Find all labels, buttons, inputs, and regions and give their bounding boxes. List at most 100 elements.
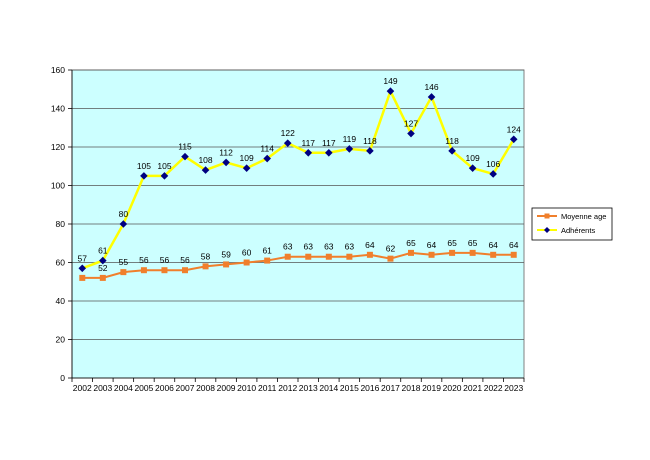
data-point [469,249,476,256]
legend-label: Moyenne age [561,212,606,221]
data-label: 105 [137,161,151,171]
data-label: 61 [98,246,108,256]
data-point [264,257,271,264]
x-tick-label: 2016 [360,383,379,393]
data-point [283,139,292,147]
data-point [325,253,332,260]
x-tick-label: 2006 [155,383,174,393]
data-label: 63 [345,242,355,252]
y-tick-label: 80 [56,219,66,229]
data-label: 65 [406,238,416,248]
data-labels: 52 55 56 56 56 58 59 60 61 63 63 63 63 64 62 65 64 65 65 64… [78,76,522,273]
data-point [366,147,374,155]
x-tick-label: 2010 [237,383,256,393]
data-label: 124 [507,124,521,134]
data-label: 146 [424,82,438,92]
y-tick-label: 160 [51,65,65,75]
data-point [407,129,415,138]
data-label: 56 [160,255,170,265]
data-point [448,147,456,155]
legend-box [531,207,613,241]
data-point [140,267,147,274]
data-point [366,251,373,258]
legend-label: Adhérents [561,226,595,235]
data-label: 149 [383,76,397,86]
data-label: 56 [180,255,190,265]
series-group [78,87,518,281]
data-point [325,148,333,157]
data-point [78,264,87,273]
data-label: 118 [363,136,377,146]
y-tick-label: 0 [60,373,65,383]
data-point [427,93,436,101]
x-tick-label: 2008 [196,383,215,393]
x-tick-label: 2004 [114,383,133,393]
data-label: 64 [427,240,437,250]
data-point [284,253,291,260]
data-point [160,172,169,180]
data-label: 122 [281,128,295,138]
data-point [243,259,250,266]
data-point [182,267,188,274]
x-tick-label: 2011 [258,383,277,393]
data-label: 56 [139,255,149,265]
data-point [161,267,168,274]
x-tick-label: 2023 [504,383,523,393]
data-point [387,255,394,262]
data-point [490,251,497,258]
series-line [82,251,514,279]
data-point [79,274,86,281]
data-label: 117 [301,138,315,148]
x-tick-label: 2009 [217,383,236,393]
x-tick-label: 2013 [299,383,318,393]
x-tick-label: 2021 [463,383,482,393]
data-point [386,87,395,95]
data-label: 52 [98,263,108,273]
data-point [468,164,477,172]
data-point [489,170,497,178]
data-point [428,251,435,258]
data-label: 105 [157,161,171,171]
data-point [222,158,230,167]
data-label: 65 [447,238,457,248]
data-label: 109 [240,153,254,163]
data-point [408,249,414,256]
data-label: 63 [283,242,293,252]
x-tick-label: 2015 [340,383,359,393]
data-point [181,152,189,161]
data-label: 60 [242,248,252,258]
data-label: 63 [304,242,314,252]
x-tick-label: 2005 [134,383,153,393]
data-label: 64 [365,240,375,250]
data-label: 108 [198,155,212,165]
data-point [242,164,251,172]
x-tick-label: 2018 [402,383,421,393]
legend: Moyenne age Adhérents [531,207,613,241]
x-axis: 2002 2003 2004 2005 2006 2007 2008 2009 2010 2011… [71,377,525,393]
data-label: 64 [509,240,519,250]
series-line [81,87,515,270]
y-tick-label: 120 [51,142,65,152]
data-label: 59 [221,249,231,259]
data-point [120,269,127,276]
data-point [449,249,456,256]
x-tick-label: 2017 [381,383,400,393]
y-axis: 0 20 40 60 80 100 120 140 160 [51,65,73,383]
data-label: 106 [486,159,500,169]
x-tick-label: 2003 [93,383,112,393]
data-label: 57 [78,253,88,263]
data-label: 63 [324,242,334,252]
legend-marker [544,213,550,219]
x-tick-label: 2002 [73,383,92,393]
data-label: 127 [404,119,418,129]
data-point [346,253,353,260]
data-label: 119 [343,134,357,144]
data-label: 58 [201,251,211,261]
data-label: 80 [119,209,129,219]
y-tick-label: 140 [51,104,65,114]
data-point [510,251,517,258]
x-tick-label: 2019 [422,383,441,393]
x-tick-label: 2022 [484,383,503,393]
data-point [119,220,128,228]
data-label: 115 [178,142,192,152]
